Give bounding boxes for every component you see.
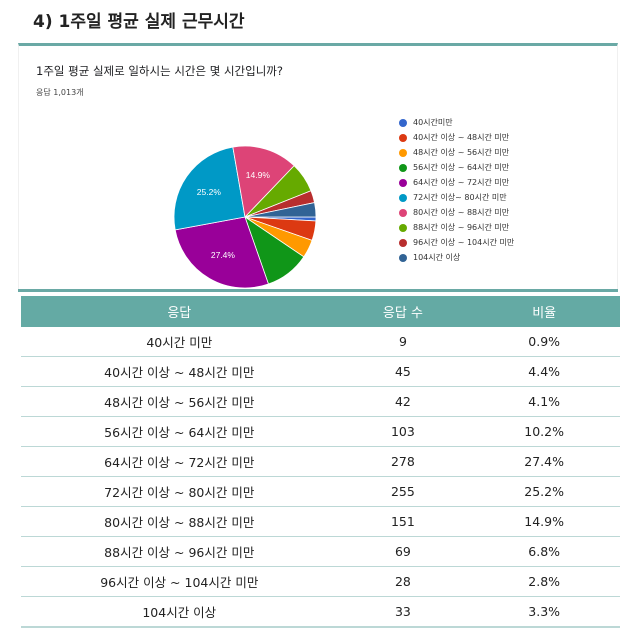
legend-label: 104시간 이상: [413, 253, 461, 262]
legend-item: 40시간미만: [399, 115, 514, 130]
table-row: 104시간 이상 33 3.3%: [21, 596, 620, 628]
legend-dot-icon: [399, 148, 407, 157]
legend-dot-icon: [399, 238, 407, 247]
results-table: 응답 응답 수 비율 40시간 미만 9 0.9% 40시간 이상 ~ 48시간 미만…: [21, 296, 620, 628]
header-count: 응답 수: [337, 296, 469, 327]
cell-response: 56시간 이상 ~ 64시간 미만: [21, 416, 338, 447]
table-row: 72시간 이상 ~ 80시간 미만 255 25.2%: [21, 476, 620, 507]
legend-dot-icon: [399, 193, 407, 202]
cell-ratio: 25.2%: [468, 476, 620, 507]
cell-response: 104시간 이상: [21, 596, 338, 628]
legend-label: 96시간 이상 ~ 104시간 미만: [413, 238, 515, 247]
legend-item: 72시간 이상~ 80시간 미만: [399, 190, 514, 205]
cell-response: 96시간 이상 ~ 104시간 미만: [21, 566, 338, 597]
cell-ratio: 4.4%: [468, 356, 620, 387]
legend-label: 72시간 이상~ 80시간 미만: [413, 193, 507, 202]
legend-item: 104시간 이상: [399, 250, 514, 265]
legend-label: 40시간미만: [413, 118, 453, 127]
cell-response: 88시간 이상 ~ 96시간 미만: [21, 536, 338, 567]
pie-slice: [174, 216, 269, 289]
cell-count: 33: [337, 596, 469, 628]
cell-ratio: 4.1%: [468, 386, 620, 417]
table-row: 40시간 이상 ~ 48시간 미만 45 4.4%: [21, 356, 620, 387]
legend-label: 64시간 이상 ~ 72시간 미만: [413, 178, 510, 187]
cell-ratio: 10.2%: [468, 416, 620, 447]
cell-ratio: 6.8%: [468, 536, 620, 567]
cell-ratio: 0.9%: [468, 327, 620, 357]
cell-count: 42: [337, 386, 469, 417]
table-row: 56시간 이상 ~ 64시간 미만 103 10.2%: [21, 416, 620, 447]
table-row: 96시간 이상 ~ 104시간 미만 28 2.8%: [21, 566, 620, 597]
cell-count: 255: [337, 476, 469, 507]
pie-slice: [232, 145, 295, 218]
table-row: 64시간 이상 ~ 72시간 미만 278 27.4%: [21, 446, 620, 477]
cell-count: 278: [337, 446, 469, 477]
cell-count: 9: [337, 327, 469, 357]
table-row: 88시간 이상 ~ 96시간 미만 69 6.8%: [21, 536, 620, 567]
legend-dot-icon: [399, 178, 407, 187]
header-response: 응답: [21, 296, 338, 327]
cell-count: 45: [337, 356, 469, 387]
legend-label: 48시간 이상 ~ 56시간 미만: [413, 148, 510, 157]
legend-dot-icon: [399, 118, 407, 127]
cell-ratio: 3.3%: [468, 596, 620, 628]
table-row: 80시간 이상 ~ 88시간 미만 151 14.9%: [21, 506, 620, 537]
question-title: 1주일 평균 실제로 일하시는 시간은 몇 시간입니까?: [36, 64, 283, 78]
pie-chart: 27.4% 25.2% 14.9%: [173, 145, 317, 289]
legend-item: 64시간 이상 ~ 72시간 미만: [399, 175, 514, 190]
cell-response: 40시간 이상 ~ 48시간 미만: [21, 356, 338, 387]
cell-ratio: 2.8%: [468, 566, 620, 597]
slice-label: 14.9%: [246, 170, 271, 180]
legend-dot-icon: [399, 223, 407, 232]
legend-item: 88시간 이상 ~ 96시간 미만: [399, 220, 514, 235]
legend-item: 56시간 이상 ~ 64시간 미만: [399, 160, 514, 175]
legend-label: 56시간 이상 ~ 64시간 미만: [413, 163, 510, 172]
cell-count: 103: [337, 416, 469, 447]
cell-response: 72시간 이상 ~ 80시간 미만: [21, 476, 338, 507]
legend-item: 80시간 이상 ~ 88시간 미만: [399, 205, 514, 220]
legend-item: 48시간 이상 ~ 56시간 미만: [399, 145, 514, 160]
response-count: 응답 1,013개: [36, 88, 84, 97]
cell-count: 28: [337, 566, 469, 597]
cell-response: 80시간 이상 ~ 88시간 미만: [21, 506, 338, 537]
slice-label: 25.2%: [197, 187, 222, 197]
cell-response: 64시간 이상 ~ 72시간 미만: [21, 446, 338, 477]
legend-dot-icon: [399, 253, 407, 262]
header-ratio: 비율: [468, 296, 620, 327]
pie-slice: [244, 202, 317, 218]
legend-dot-icon: [399, 133, 407, 142]
pie-slice: [173, 146, 246, 231]
table-row: 48시간 이상 ~ 56시간 미만 42 4.1%: [21, 386, 620, 417]
cell-count: 69: [337, 536, 469, 567]
cell-response: 48시간 이상 ~ 56시간 미만: [21, 386, 338, 417]
legend-dot-icon: [399, 163, 407, 172]
legend-item: 96시간 이상 ~ 104시간 미만: [399, 235, 514, 250]
table-row: 40시간 미만 9 0.9%: [21, 327, 620, 357]
cell-ratio: 27.4%: [468, 446, 620, 477]
legend-item: 40시간 이상 ~ 48시간 미만: [399, 130, 514, 145]
card-bottom-divider: [18, 289, 618, 292]
legend-label: 88시간 이상 ~ 96시간 미만: [413, 223, 510, 232]
chart-legend: 40시간미만 40시간 이상 ~ 48시간 미만 48시간 이상 ~ 56시간 미만…: [399, 115, 514, 265]
slice-label: 27.4%: [211, 250, 236, 260]
section-title: 4) 1주일 평균 실제 근무시간: [33, 12, 245, 32]
legend-dot-icon: [399, 208, 407, 217]
table-header-row: 응답 응답 수 비율: [21, 296, 620, 327]
cell-ratio: 14.9%: [468, 506, 620, 537]
cell-response: 40시간 미만: [21, 327, 338, 357]
legend-label: 40시간 이상 ~ 48시간 미만: [413, 133, 510, 142]
legend-label: 80시간 이상 ~ 88시간 미만: [413, 208, 510, 217]
cell-count: 151: [337, 506, 469, 537]
chart-card: 1주일 평균 실제로 일하시는 시간은 몇 시간입니까? 응답 1,013개 2…: [18, 43, 618, 289]
